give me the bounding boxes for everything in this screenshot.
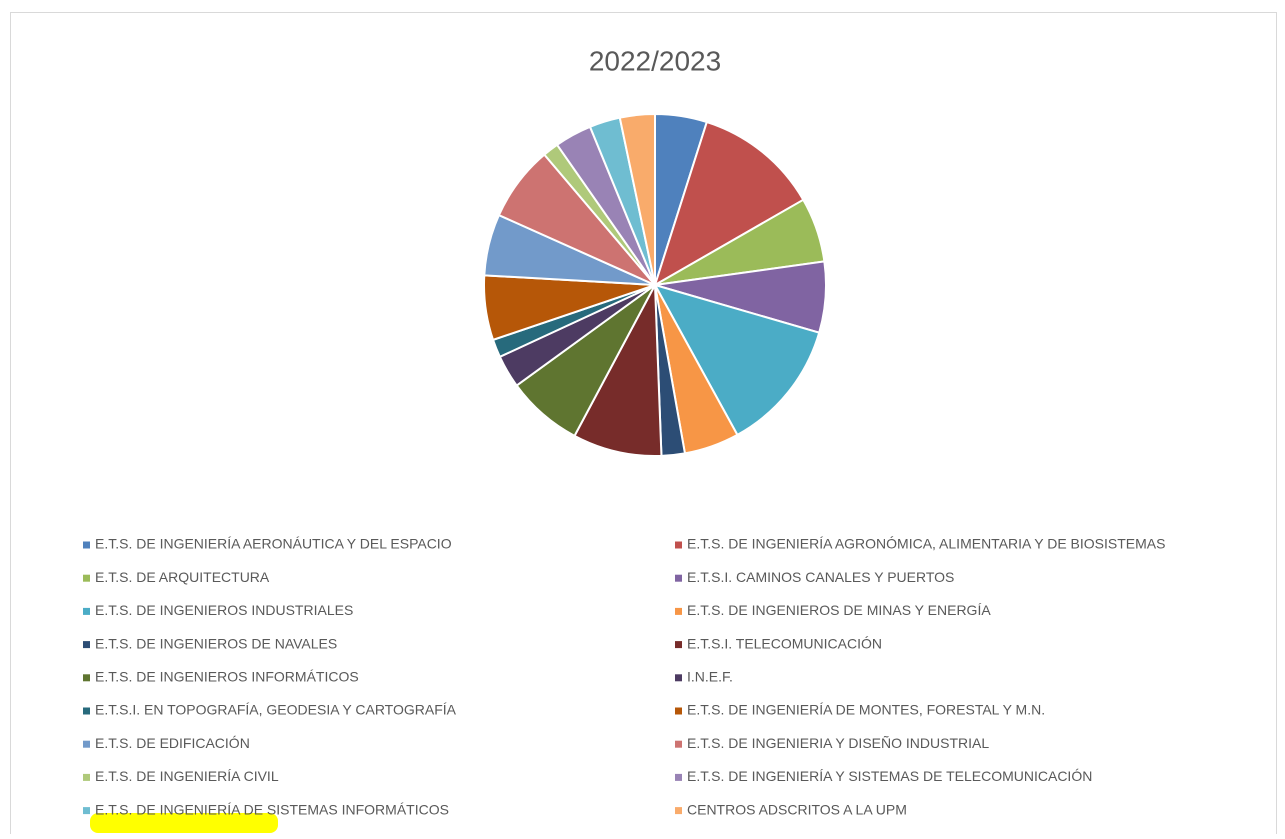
legend-swatch [83,541,90,549]
legend-label: E.T.S.I. TELECOMUNICACIÓN [687,635,882,651]
legend-label: E.T.S. DE INGENIERÍA AGRONÓMICA, ALIMENT… [687,536,1165,552]
legend-label: I.N.E.F. [687,669,733,685]
legend-swatch [83,740,90,748]
legend-swatch [675,773,682,781]
highlight [90,813,278,833]
legend-swatch [675,541,682,549]
legend-label: E.T.S.I. CAMINOS CANALES Y PUERTOS [687,569,954,585]
legend-label: E.T.S. DE INGENIERÍA DE MONTES, FORESTAL… [687,702,1045,718]
legend-label: E.T.S. DE INGENIERÍA CIVIL [95,768,279,784]
legend-label: E.T.S. DE INGENIERÍA AERONÁUTICA Y DEL E… [95,536,452,552]
legend-swatch [675,607,682,615]
pie-slice [573,281,663,457]
legend-swatch [675,674,682,682]
legend-label: E.T.S. DE INGENIEROS INFORMÁTICOS [95,669,359,685]
legend-label: E.T.S. DE INGENIEROS INDUSTRIALES [95,602,353,618]
legend-swatch [675,641,682,649]
legend-swatch [675,707,682,715]
chart-title: 2022/2023 [589,45,721,76]
legend-swatch [675,807,682,815]
legend-swatch [83,773,90,781]
legend-label: E.T.S. DE EDIFICACIÓN [95,735,250,751]
legend-label: E.T.S. DE ARQUITECTURA [95,569,270,585]
legend-swatch [83,574,90,582]
legend-swatch [83,707,90,715]
legend-swatch [675,740,682,748]
legend-label: CENTROS ADSCRITOS A LA UPM [687,801,907,817]
legend-label: E.T.S. DE INGENIERIA Y DISEÑO INDUSTRIAL [687,735,989,751]
legend-swatch [83,807,90,815]
legend-swatch [83,607,90,615]
legend-label: E.T.S. DE INGENIEROS DE NAVALES [95,635,337,651]
pie-slice [618,112,656,286]
legend-label: E.T.S.I. EN TOPOGRAFÍA, GEODESIA Y CARTO… [95,702,457,718]
legend-label: E.T.S. DE INGENIERÍA Y SISTEMAS DE TELEC… [687,768,1092,784]
legend-label: E.T.S. DE INGENIEROS DE MINAS Y ENERGÍA [687,602,991,618]
pie-slice [653,120,805,288]
legend-label: E.T.S. DE INGENIERÍA DE SISTEMAS INFORMÁ… [95,801,449,817]
legend-swatch [675,574,682,582]
legend-swatch [83,641,90,649]
legend-swatch [83,674,90,682]
pie-slice [652,283,821,437]
